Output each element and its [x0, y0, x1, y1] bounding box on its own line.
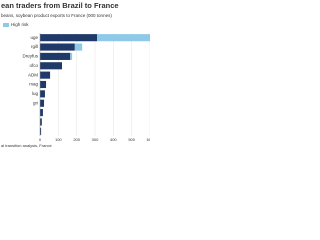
bar — [40, 90, 45, 98]
bar — [70, 52, 73, 60]
y-tick-label: gri — [33, 100, 38, 105]
y-tick-label: mag — [29, 82, 38, 87]
bar — [40, 71, 51, 79]
bar — [40, 43, 75, 51]
y-tick-label: uge — [30, 35, 38, 40]
x-tick-label: 500 — [128, 137, 135, 142]
x-tick-label: 600 — [147, 137, 150, 142]
y-tick-label: ADM — [28, 72, 38, 77]
x-tick-label: 0 — [39, 137, 42, 142]
legend-label: High risk — [11, 22, 29, 27]
bar — [40, 127, 42, 135]
chart-title: ean traders from Brazil to France — [1, 1, 119, 10]
bar — [40, 80, 47, 89]
x-tick-label: 400 — [110, 137, 117, 142]
bar — [97, 34, 150, 42]
bar — [40, 34, 98, 42]
y-tick-label: ofco — [29, 63, 38, 68]
bar — [40, 99, 45, 107]
source: al transition analysis, France — [1, 143, 52, 148]
bar — [40, 109, 43, 117]
chart-subtitle: beans, soybean product exports to France… — [1, 13, 112, 18]
y-tick-label: Dreyfus — [22, 54, 38, 59]
bar — [40, 62, 62, 70]
x-tick-label: 100 — [55, 137, 62, 142]
legend-swatch — [3, 23, 9, 27]
bar — [74, 43, 83, 51]
chart: ean traders from Brazil to France beans,… — [1, 1, 150, 148]
y-tick-label: rgill — [31, 44, 38, 49]
y-tick-label: lug — [32, 91, 39, 96]
bar — [40, 52, 71, 60]
bar — [40, 118, 42, 126]
x-tick-label: 200 — [73, 137, 80, 142]
x-tick-label: 300 — [92, 137, 99, 142]
